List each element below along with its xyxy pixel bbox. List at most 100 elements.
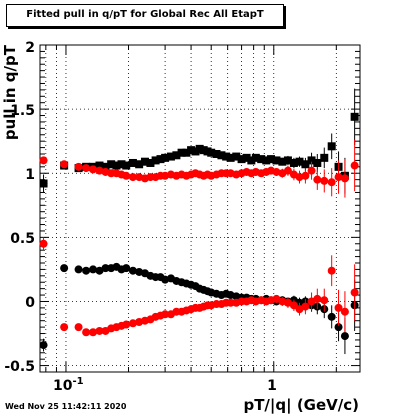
data-point-square [140, 157, 149, 166]
data-point-square [222, 152, 231, 161]
data-point-circle [74, 265, 83, 274]
data-point-circle [226, 298, 235, 307]
data-point-circle [95, 266, 104, 275]
chart-title-box: Fitted pull in q/pT for Global Rec All E… [6, 4, 284, 27]
data-point-circle [60, 160, 69, 169]
data-point-square [217, 151, 226, 160]
data-point-circle [283, 298, 292, 307]
data-point-circle [313, 294, 322, 303]
data-point-circle [60, 323, 69, 332]
data-point-circle [74, 323, 83, 332]
data-point-square [283, 156, 292, 165]
data-point-circle [307, 166, 316, 175]
data-point-circle [340, 307, 349, 316]
data-point-square [278, 157, 287, 166]
data-point-square [207, 148, 216, 157]
data-point-square [251, 153, 260, 162]
data-point-circle [334, 303, 343, 312]
y-axis-title: pull in q/pT [1, 44, 19, 140]
data-point-square [177, 148, 186, 157]
data-point-square [191, 147, 200, 156]
data-point-circle [82, 266, 91, 275]
data-point-square [166, 152, 175, 161]
data-point-circle [334, 323, 343, 332]
data-point-circle [340, 174, 349, 183]
x-axis-title: pT/|q| (GeV/c) [243, 396, 359, 414]
data-point-square [161, 153, 170, 162]
data-point-circle [39, 156, 48, 165]
data-point-square [350, 112, 359, 121]
data-point-square [135, 160, 144, 169]
data-point-circle [89, 265, 98, 274]
data-point-circle [122, 320, 131, 329]
data-point-square [95, 161, 104, 170]
y-tick-label: 0.5 [10, 231, 35, 247]
y-tick-label: 2 [25, 40, 35, 56]
y-tick-label: 1 [25, 167, 35, 183]
data-point-square [301, 160, 310, 169]
data-point-square [195, 144, 204, 153]
data-point-circle [301, 302, 310, 311]
data-point-square [146, 158, 155, 167]
data-point-square [182, 148, 191, 157]
data-point-square [242, 153, 251, 162]
data-point-circle [101, 264, 110, 273]
data-point-square [117, 160, 126, 169]
data-point-circle [340, 332, 349, 341]
data-point-square [107, 160, 116, 169]
data-point-circle [289, 301, 298, 310]
data-point-square [262, 156, 271, 165]
data-point-circle [283, 166, 292, 175]
data-point-circle [313, 175, 322, 184]
chart-title: Fitted pull in q/pT for Global Rec All E… [26, 9, 264, 20]
data-point-square [247, 156, 256, 165]
data-point-circle [60, 264, 69, 273]
data-point-square [172, 151, 181, 160]
data-point-square [212, 150, 221, 158]
data-point-circle [82, 328, 91, 337]
data-point-square [289, 158, 298, 167]
data-point-circle [327, 266, 336, 275]
data-point-circle [320, 176, 329, 185]
data-points [39, 88, 359, 355]
data-point-circle [128, 173, 137, 182]
data-point-circle [82, 164, 91, 173]
timestamp: Wed Nov 25 11:42:11 2020 [5, 402, 127, 411]
x-tick-label-one: 1 [267, 378, 277, 394]
data-point-circle [350, 288, 359, 297]
data-point-square [307, 156, 316, 165]
data-point-square [151, 156, 160, 165]
data-point-square [101, 162, 110, 171]
data-point-square [272, 156, 281, 165]
data-point-circle [327, 178, 336, 187]
data-point-square [320, 153, 329, 162]
y-tick-label: 0 [25, 295, 35, 311]
data-point-circle [327, 312, 336, 321]
data-point-circle [39, 341, 48, 350]
data-point-square [267, 155, 276, 164]
data-point-circle [161, 310, 170, 319]
x-tick-label-tenth: 10-1 [53, 376, 84, 394]
data-point-circle [89, 165, 98, 174]
data-point-square [327, 142, 336, 151]
data-point-square [295, 157, 304, 166]
data-point-square [39, 179, 48, 188]
data-point-square [226, 153, 235, 162]
plot-frame [39, 44, 361, 373]
data-point-circle [89, 328, 98, 337]
data-point-circle [95, 326, 104, 335]
data-point-circle [95, 166, 104, 175]
data-point-square [128, 158, 137, 167]
data-point-circle [350, 161, 359, 170]
data-point-circle [301, 171, 310, 180]
data-point-circle [128, 319, 137, 328]
data-point-square [237, 155, 246, 164]
y-tick-label: 1.5 [10, 103, 35, 119]
data-point-circle [122, 171, 131, 180]
data-point-circle [128, 266, 137, 275]
data-point-square [187, 146, 196, 155]
data-point-circle [39, 239, 48, 248]
data-point-circle [334, 173, 343, 182]
data-point-circle [320, 296, 329, 305]
